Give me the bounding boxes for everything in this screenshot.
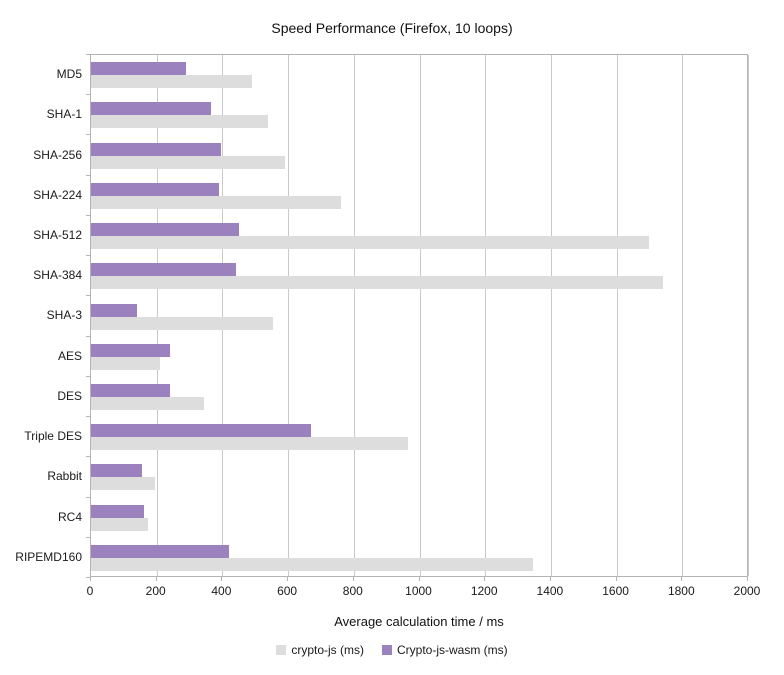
category-label-rabbit: Rabbit — [47, 469, 82, 484]
x-axis-tick — [484, 577, 486, 581]
y-axis-tick — [86, 456, 90, 457]
gridline-1600 — [616, 55, 618, 576]
bar-crypto-js-ms--sha-512 — [91, 236, 650, 250]
y-axis-tick — [86, 537, 90, 538]
category-label-ripemd160: RIPEMD160 — [15, 549, 82, 564]
legend-label-crypto-js: crypto-js (ms) — [291, 643, 364, 657]
x-tick-label-0: 0 — [86, 584, 94, 598]
category-label-aes: AES — [57, 348, 82, 363]
y-axis-tick — [86, 255, 90, 256]
bar-crypto-js-wasm-ms--sha-1 — [91, 102, 211, 116]
x-tick-label-400: 400 — [211, 584, 232, 598]
bar-crypto-js-ms--sha-1 — [91, 115, 269, 129]
bar-crypto-js-ms--rabbit — [91, 477, 156, 491]
x-tick-label-1400: 1400 — [536, 584, 564, 598]
bar-crypto-js-wasm-ms--des — [91, 383, 170, 397]
category-label-des: DES — [57, 388, 82, 403]
bar-crypto-js-ms--aes — [91, 356, 160, 370]
gridline-800 — [353, 55, 355, 576]
category-label-sha-1: SHA-1 — [46, 107, 82, 122]
gridline-1200 — [485, 55, 487, 576]
x-tick-label-800: 800 — [342, 584, 363, 598]
bar-crypto-js-ms--ripemd160 — [91, 557, 533, 571]
bar-crypto-js-ms--sha-384 — [91, 276, 663, 290]
bar-crypto-js-wasm-ms--sha-3 — [91, 303, 137, 317]
y-axis-tick — [86, 94, 90, 95]
bar-crypto-js-wasm-ms--rc4 — [91, 504, 144, 518]
bar-crypto-js-wasm-ms--sha-224 — [91, 182, 220, 196]
gridline-200 — [156, 55, 158, 576]
bar-crypto-js-ms--des — [91, 396, 205, 410]
gridline-1400 — [550, 55, 552, 576]
bar-crypto-js-ms--triple-des — [91, 437, 408, 451]
category-label-sha-3: SHA-3 — [46, 308, 82, 323]
x-axis-tick — [352, 577, 354, 581]
y-axis-tick — [86, 336, 90, 337]
legend-swatch-crypto-js — [276, 645, 287, 655]
category-label-sha-224: SHA-224 — [33, 187, 82, 202]
x-tick-label-200: 200 — [145, 584, 166, 598]
gridline-600 — [288, 55, 290, 576]
y-axis-tick — [86, 215, 90, 216]
bar-crypto-js-ms--md5 — [91, 75, 252, 89]
y-axis-tick — [86, 175, 90, 176]
bar-crypto-js-wasm-ms--md5 — [91, 62, 187, 76]
x-axis-title: Average calculation time / ms — [334, 614, 504, 629]
bar-crypto-js-wasm-ms--rabbit — [91, 464, 142, 478]
legend-swatch-crypto-js-wasm — [382, 645, 392, 655]
x-axis-tick — [287, 577, 289, 581]
legend: crypto-js (ms) Crypto-js-wasm (ms) — [0, 643, 784, 657]
bar-crypto-js-ms--sha-256 — [91, 155, 285, 169]
x-axis-tick — [681, 577, 683, 581]
bar-crypto-js-wasm-ms--sha-256 — [91, 142, 221, 156]
bar-crypto-js-wasm-ms--sha-384 — [91, 263, 236, 277]
y-axis-tick — [86, 416, 90, 417]
x-axis-tick — [155, 577, 157, 581]
category-label-triple-des: Triple DES — [24, 429, 82, 444]
legend-label-crypto-js-wasm: Crypto-js-wasm (ms) — [397, 643, 508, 657]
bar-crypto-js-ms--sha-224 — [91, 195, 341, 209]
x-axis-tick — [615, 577, 617, 581]
x-tick-label-1000: 1000 — [405, 584, 432, 598]
bar-crypto-js-ms--rc4 — [91, 517, 149, 531]
x-axis-tick — [747, 577, 748, 581]
category-label-sha-512: SHA-512 — [33, 228, 82, 243]
y-axis-tick — [86, 577, 90, 578]
plot-area — [90, 54, 749, 577]
gridline-400 — [222, 55, 224, 576]
bar-crypto-js-wasm-ms--sha-512 — [91, 223, 239, 237]
x-tick-label-1200: 1200 — [470, 584, 498, 598]
y-axis-tick — [86, 497, 90, 498]
x-tick-label-1600: 1600 — [602, 584, 629, 598]
x-axis-tick — [418, 577, 420, 581]
y-axis-tick — [86, 54, 90, 55]
x-axis-tick — [549, 577, 551, 581]
category-label-sha-384: SHA-384 — [33, 268, 82, 283]
x-tick-label-1800: 1800 — [667, 584, 695, 598]
legend-item-crypto-js: crypto-js (ms) — [276, 643, 364, 657]
x-axis-tick — [90, 577, 91, 581]
gridline-1800 — [682, 55, 684, 576]
bar-crypto-js-wasm-ms--aes — [91, 343, 170, 357]
y-axis-tick — [86, 376, 90, 377]
category-label-rc4: RC4 — [57, 509, 82, 524]
x-tick-label-2000: 2000 — [733, 584, 761, 598]
category-label-sha-256: SHA-256 — [33, 147, 82, 162]
bar-crypto-js-ms--sha-3 — [91, 316, 274, 330]
gridline-2000 — [748, 55, 749, 576]
x-axis-tick — [221, 577, 223, 581]
x-tick-label-600: 600 — [277, 584, 298, 598]
legend-item-crypto-js-wasm: Crypto-js-wasm (ms) — [382, 643, 508, 657]
y-axis-tick — [86, 134, 90, 135]
chart-title: Speed Performance (Firefox, 10 loops) — [271, 20, 513, 36]
gridline-1000 — [419, 55, 421, 576]
y-axis-tick — [86, 295, 90, 296]
bar-crypto-js-wasm-ms--ripemd160 — [91, 544, 229, 558]
category-label-md5: MD5 — [56, 67, 82, 82]
bar-crypto-js-wasm-ms--triple-des — [91, 424, 312, 438]
